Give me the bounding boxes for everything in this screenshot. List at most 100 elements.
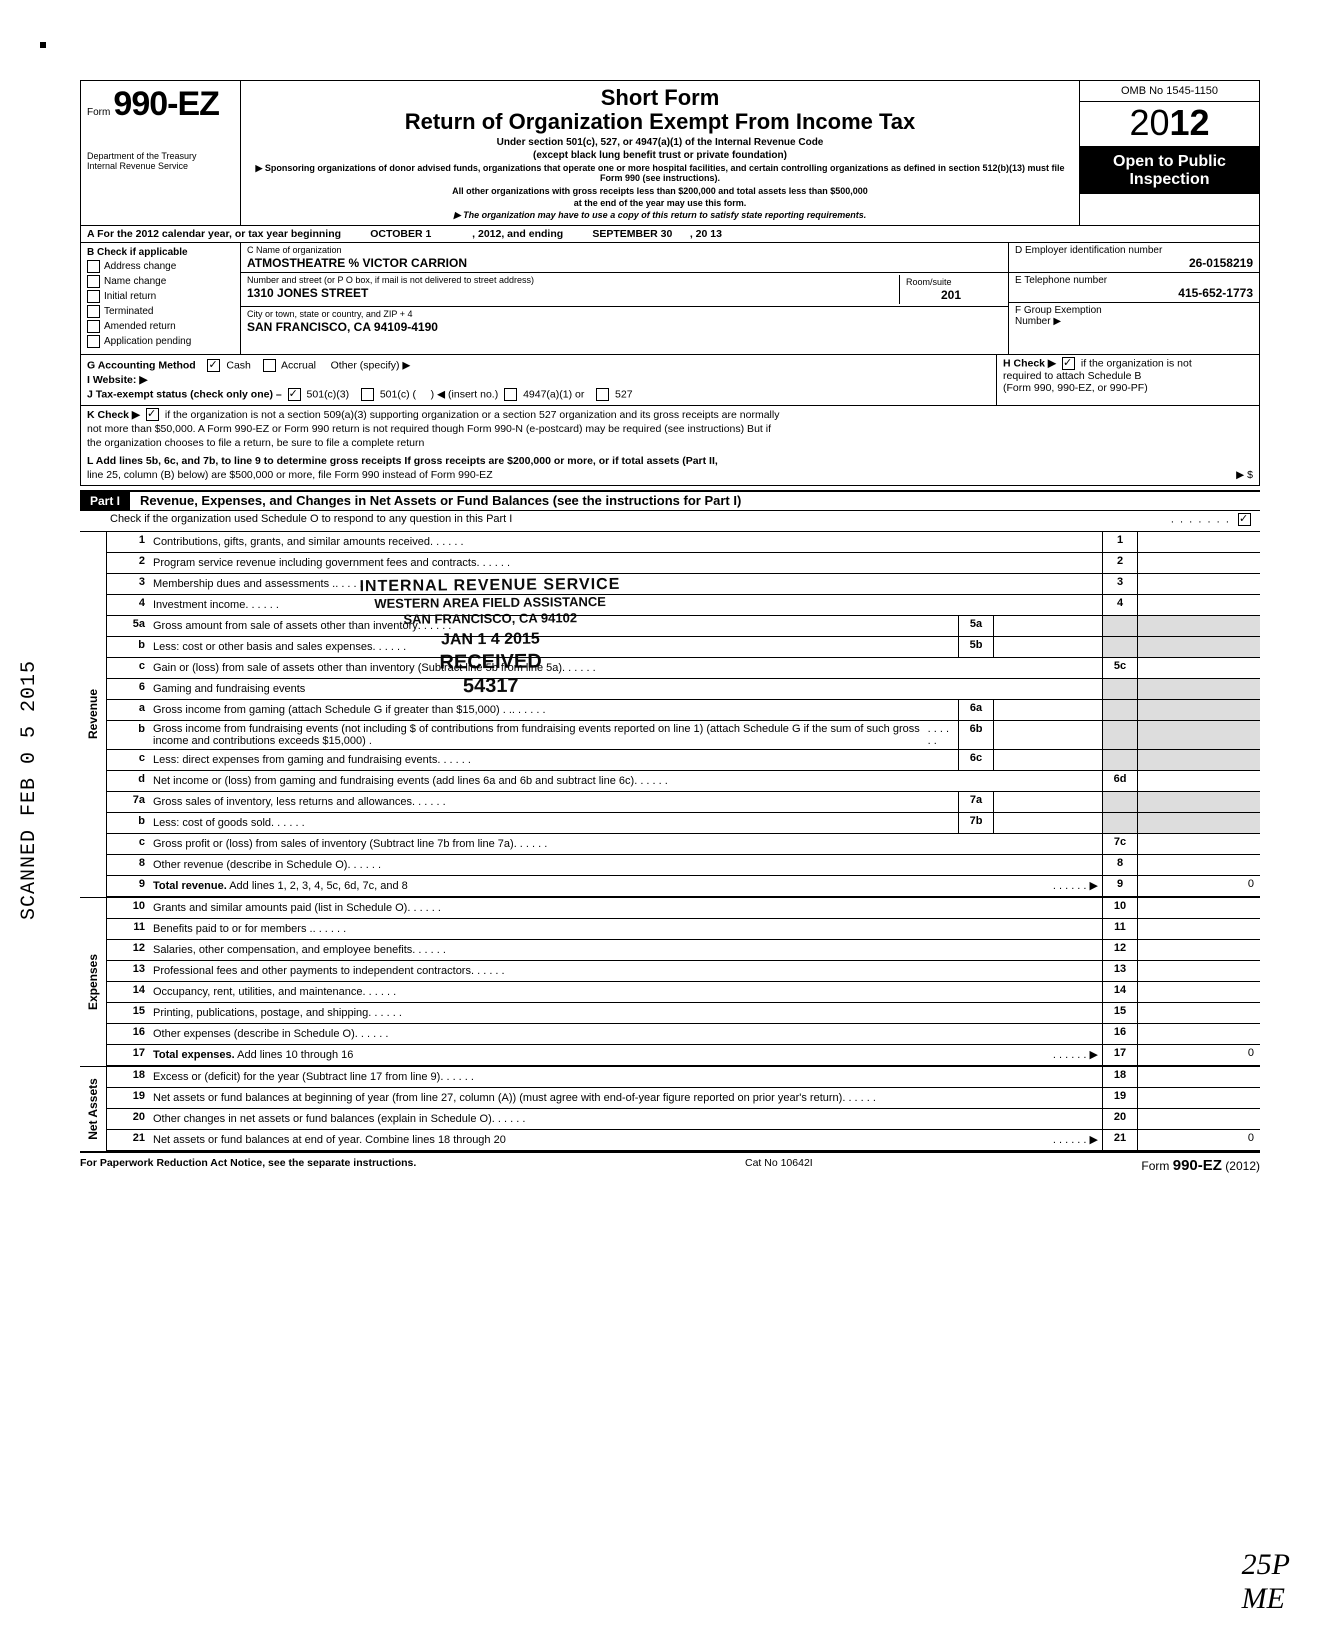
room-label: Room/suite <box>906 277 996 287</box>
chk-terminated[interactable]: Terminated <box>87 305 234 318</box>
e-phone-cell: E Telephone number 415-652-1773 <box>1009 273 1259 303</box>
sponsor-note-3: at the end of the year may use this form… <box>249 198 1071 208</box>
revenue-side-label: Revenue <box>80 532 107 897</box>
right-col-grey <box>1102 616 1260 636</box>
expenses-side-label: Expenses <box>80 898 107 1066</box>
chk-k[interactable] <box>146 408 159 421</box>
line-number: 21 <box>107 1130 149 1150</box>
line-7b: bLess: cost of goods sold . . . . . .7b <box>107 813 1260 834</box>
org-name: ATMOSTHEATRE % VICTOR CARRION <box>247 256 1002 270</box>
rc-val[interactable] <box>1138 1067 1260 1087</box>
line-description: Other revenue (describe in Schedule O) .… <box>149 855 1102 875</box>
rc-num-grey <box>1103 637 1138 657</box>
line-number: 1 <box>107 532 149 552</box>
chk-label-0: Address change <box>104 261 176 272</box>
right-amount-col: 1 <box>1102 532 1260 552</box>
line-description: Less: cost of goods sold . . . . . . <box>149 813 958 833</box>
rc-val[interactable] <box>1138 982 1260 1002</box>
inner-box-value[interactable] <box>994 792 1102 812</box>
rc-val-grey <box>1138 616 1260 636</box>
line-number: d <box>107 771 149 791</box>
inner-box-value[interactable] <box>994 813 1102 833</box>
inner-box-value[interactable] <box>994 637 1102 657</box>
chk-part1-schedule-o[interactable] <box>1238 513 1251 526</box>
rc-num-grey <box>1103 792 1138 812</box>
rc-val[interactable] <box>1138 940 1260 960</box>
line-description: Gross sales of inventory, less returns a… <box>149 792 958 812</box>
rc-val[interactable] <box>1138 595 1260 615</box>
rc-num: 6d <box>1103 771 1138 791</box>
rc-val[interactable]: 0 <box>1138 876 1260 896</box>
chk-amended-return[interactable]: Amended return <box>87 320 234 333</box>
rc-val[interactable] <box>1138 574 1260 594</box>
chk-initial-return[interactable]: Initial return <box>87 290 234 303</box>
line-description: Contributions, gifts, grants, and simila… <box>149 532 1102 552</box>
line-14: 14Occupancy, rent, utilities, and mainte… <box>107 982 1260 1003</box>
other-specify: Other (specify) ▶ <box>331 359 411 371</box>
right-amount-col: 19 <box>1102 1088 1260 1108</box>
rc-val[interactable] <box>1138 1024 1260 1044</box>
rc-val[interactable] <box>1138 898 1260 918</box>
rc-val[interactable]: 0 <box>1138 1045 1260 1065</box>
line-1: 1Contributions, gifts, grants, and simil… <box>107 532 1260 553</box>
inner-amount-box: 5b <box>958 637 1102 657</box>
return-title: Return of Organization Exempt From Incom… <box>249 109 1071 135</box>
netassets-grid: Net Assets 18Excess or (deficit) for the… <box>80 1066 1260 1153</box>
rc-val[interactable] <box>1138 1003 1260 1023</box>
right-amount-col: 12 <box>1102 940 1260 960</box>
line-number: 16 <box>107 1024 149 1044</box>
rc-num: 13 <box>1103 961 1138 981</box>
chk-name-change[interactable]: Name change <box>87 275 234 288</box>
rc-num: 11 <box>1103 919 1138 939</box>
chk-cash[interactable] <box>207 359 220 372</box>
inner-box-value[interactable] <box>994 700 1102 720</box>
chk-501c3[interactable] <box>288 388 301 401</box>
rc-val[interactable] <box>1138 834 1260 854</box>
rc-val[interactable] <box>1138 553 1260 573</box>
rc-val[interactable] <box>1138 919 1260 939</box>
rc-num: 8 <box>1103 855 1138 875</box>
rc-num: 12 <box>1103 940 1138 960</box>
line-10: 10Grants and similar amounts paid (list … <box>107 898 1260 919</box>
k-l-block: K Check ▶ if the organization is not a s… <box>80 406 1260 486</box>
right-amount-col: 20 <box>1102 1109 1260 1129</box>
rc-val[interactable] <box>1138 1088 1260 1108</box>
omb-number: OMB No 1545-1150 <box>1080 81 1259 102</box>
chk-h-schedule-b[interactable] <box>1062 357 1075 370</box>
line-5a: 5aGross amount from sale of assets other… <box>107 616 1260 637</box>
scan-artifact <box>40 42 46 48</box>
cat-no: Cat No 10642I <box>745 1157 813 1174</box>
chk-label-2: Initial return <box>104 291 156 302</box>
header-left: Form 990-EZ Department of the Treasury I… <box>81 81 241 225</box>
rc-num-grey <box>1103 721 1138 749</box>
chk-accrual[interactable] <box>263 359 276 372</box>
org-name-row: C Name of organization ATMOSTHEATRE % VI… <box>241 243 1008 273</box>
rc-val[interactable]: 0 <box>1138 1130 1260 1150</box>
chk-501c[interactable] <box>361 388 374 401</box>
rc-val[interactable] <box>1138 771 1260 791</box>
rc-val[interactable] <box>1138 855 1260 875</box>
rc-num: 15 <box>1103 1003 1138 1023</box>
chk-address-change[interactable]: Address change <box>87 260 234 273</box>
rc-val[interactable] <box>1138 532 1260 552</box>
chk-4947[interactable] <box>504 388 517 401</box>
l-arrow-total: ▶ $ <box>1236 468 1253 482</box>
rc-val[interactable] <box>1138 961 1260 981</box>
line-6c: cLess: direct expenses from gaming and f… <box>107 750 1260 771</box>
right-amount-col: 5c <box>1102 658 1260 678</box>
j2-label: 501(c) ( <box>380 388 416 400</box>
rc-num: 7c <box>1103 834 1138 854</box>
inner-box-value[interactable] <box>994 616 1102 636</box>
rc-val[interactable] <box>1138 1109 1260 1129</box>
line-number: 18 <box>107 1067 149 1087</box>
i-website: I Website: ▶ <box>87 374 990 386</box>
row-a-tail: , 20 13 <box>690 228 722 240</box>
inner-box-value[interactable] <box>994 721 1102 749</box>
inner-box-value[interactable] <box>994 750 1102 770</box>
chk-application-pending[interactable]: Application pending <box>87 335 234 348</box>
chk-527[interactable] <box>596 388 609 401</box>
rc-num-grey <box>1103 813 1138 833</box>
line-number: 19 <box>107 1088 149 1108</box>
rc-val[interactable] <box>1138 658 1260 678</box>
right-col-grey <box>1102 750 1260 770</box>
